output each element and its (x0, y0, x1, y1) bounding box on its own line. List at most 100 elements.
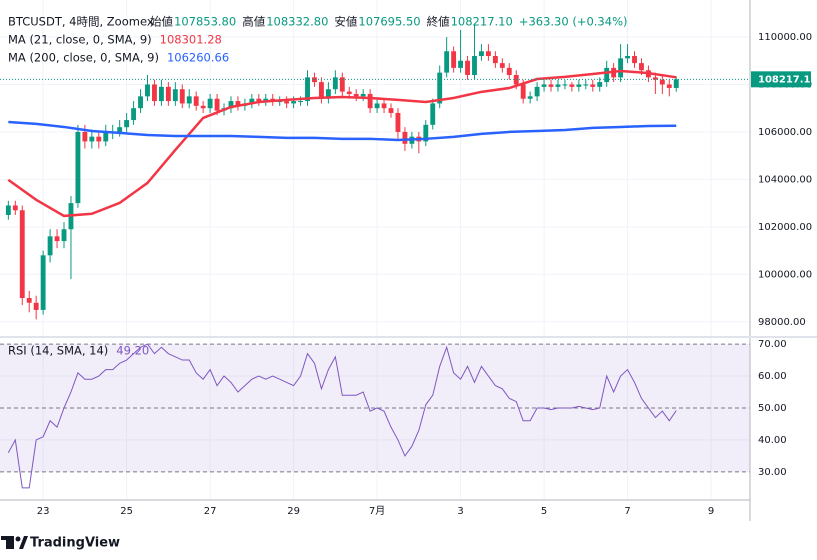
candle-body (597, 82, 603, 87)
candle-body (305, 77, 310, 102)
ma-legend-value: 106260.66 (167, 51, 229, 65)
candle-body (117, 127, 123, 132)
rsi-tick-label: 40.00 (758, 435, 787, 446)
ma-legend-name: MA (200, close, 0, SMA, 9) (8, 51, 159, 65)
candle-body (402, 131, 408, 144)
candle-body (576, 84, 582, 87)
legend: BTCUSDT, 4時間, Zoomex 始値 107853.80 高値 108332… (8, 15, 627, 358)
candle-body (298, 101, 303, 103)
candle-body (124, 120, 130, 128)
candle-body (138, 96, 143, 109)
y-tick-label: 102000.00 (758, 222, 812, 233)
last-price-tag (751, 71, 811, 88)
candle-body (381, 103, 387, 109)
candle-body (54, 236, 60, 242)
candle-body (499, 63, 505, 68)
candle-body (353, 93, 359, 97)
candle-body (458, 60, 464, 68)
candle-body (534, 86, 540, 97)
x-tick-label: 7 (624, 506, 630, 517)
candle-body (33, 302, 39, 310)
rsi-line (7, 343, 677, 489)
x-tick-label: 7月 (369, 505, 385, 517)
y-tick-label: 110000.00 (758, 32, 812, 43)
candle-body (506, 67, 512, 75)
candle-body (673, 79, 679, 88)
candle-body (485, 51, 491, 56)
candle-body (479, 51, 484, 56)
candle-body (249, 98, 255, 104)
axes: 23 25 27 29 7月 3 5 7 9 98000.00 100000.00 102000.00… (37, 32, 817, 517)
candle-body (367, 93, 373, 109)
candle-body (625, 56, 630, 59)
rsi-tick-label: 30.00 (758, 467, 787, 478)
candle-body (235, 101, 241, 106)
candle-body (291, 101, 297, 104)
candle-body (388, 108, 394, 113)
candle-body (618, 58, 624, 78)
candle-body (193, 96, 199, 106)
candle-body (318, 82, 324, 99)
x-tick-label: 27 (204, 506, 217, 517)
candle-body (520, 84, 526, 99)
candle-body (145, 84, 150, 97)
header-low_label: 安値 (334, 15, 357, 29)
candle-body (332, 77, 338, 90)
candle-body (437, 72, 443, 104)
header-low: 107695.50 (358, 15, 420, 29)
x-tick-label: 29 (287, 506, 300, 517)
candle-body (562, 84, 568, 86)
candle-body (158, 86, 164, 102)
candle-body (12, 205, 18, 211)
rsi-tick-label: 60.00 (758, 371, 787, 382)
candle-body (263, 98, 269, 102)
candle-body (228, 101, 234, 109)
ma-line (8, 120, 677, 142)
candle-body (207, 98, 213, 109)
candle-body (666, 84, 672, 88)
candle-body (19, 210, 25, 299)
header-change: +363.30 (+0.34%) (519, 15, 628, 29)
candle-body (186, 96, 192, 104)
candle-body (200, 105, 206, 109)
candle-body (374, 103, 380, 109)
grid (0, 0, 750, 500)
candle-body (541, 84, 547, 87)
candle-body (214, 98, 220, 111)
candle-body (325, 89, 331, 99)
candle-body (89, 136, 95, 142)
candle-body (5, 205, 11, 215)
candle-body (312, 77, 317, 83)
symbol: BTCUSDT, 4時間, Zoomex (8, 15, 154, 29)
candle-body (256, 98, 262, 102)
ma-legend-value: 108301.28 (160, 33, 222, 47)
plot (0, 25, 750, 489)
candle-body (465, 60, 470, 75)
candle-body (555, 84, 561, 87)
candle-body (339, 77, 345, 92)
candle-body (284, 101, 290, 104)
candle-body (179, 89, 185, 104)
x-tick-label: 23 (37, 506, 50, 517)
candle-body (652, 77, 658, 80)
candle-body (527, 96, 533, 99)
candle-body (590, 84, 596, 87)
rsi-tick-label: 50.00 (758, 403, 787, 414)
y-tick-label: 104000.00 (758, 174, 812, 185)
candle-body (492, 56, 498, 64)
y-tick-label: 98000.00 (758, 317, 806, 328)
candle-body (75, 131, 81, 204)
x-tick-label: 25 (120, 506, 133, 517)
candle-body (395, 112, 401, 132)
candle-body (639, 63, 644, 71)
candle-body (96, 136, 102, 142)
ma-legend-name: MA (21, close, 0, SMA, 9) (8, 33, 152, 47)
header-close_label: 終値 (427, 15, 450, 29)
candle-body (430, 103, 436, 125)
candle-body (659, 79, 665, 85)
x-tick-label: 9 (708, 506, 714, 517)
candle-body (451, 51, 457, 68)
header-close: 108217.10 (451, 15, 513, 29)
